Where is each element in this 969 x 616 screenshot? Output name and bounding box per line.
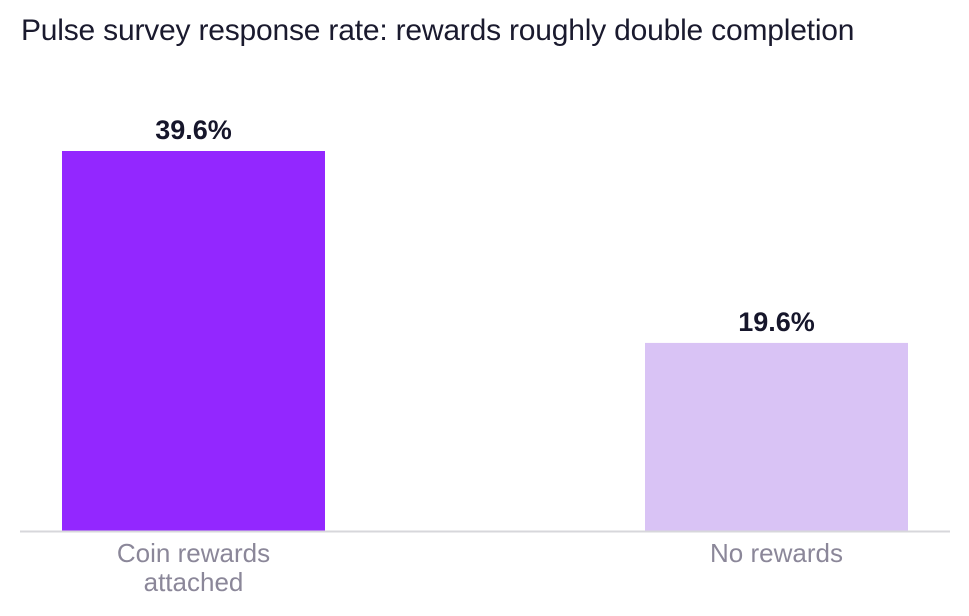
x-tick-label-1: Coin rewards attached bbox=[117, 538, 270, 597]
bar-2 bbox=[645, 342, 908, 531]
chart-title: Pulse survey response rate: rewards roug… bbox=[21, 14, 855, 47]
x-tick-label-2: No rewards bbox=[710, 538, 843, 568]
data-label-2: 19.6% bbox=[738, 307, 815, 337]
bar-1 bbox=[62, 151, 325, 531]
data-label-1: 39.6% bbox=[155, 115, 232, 145]
